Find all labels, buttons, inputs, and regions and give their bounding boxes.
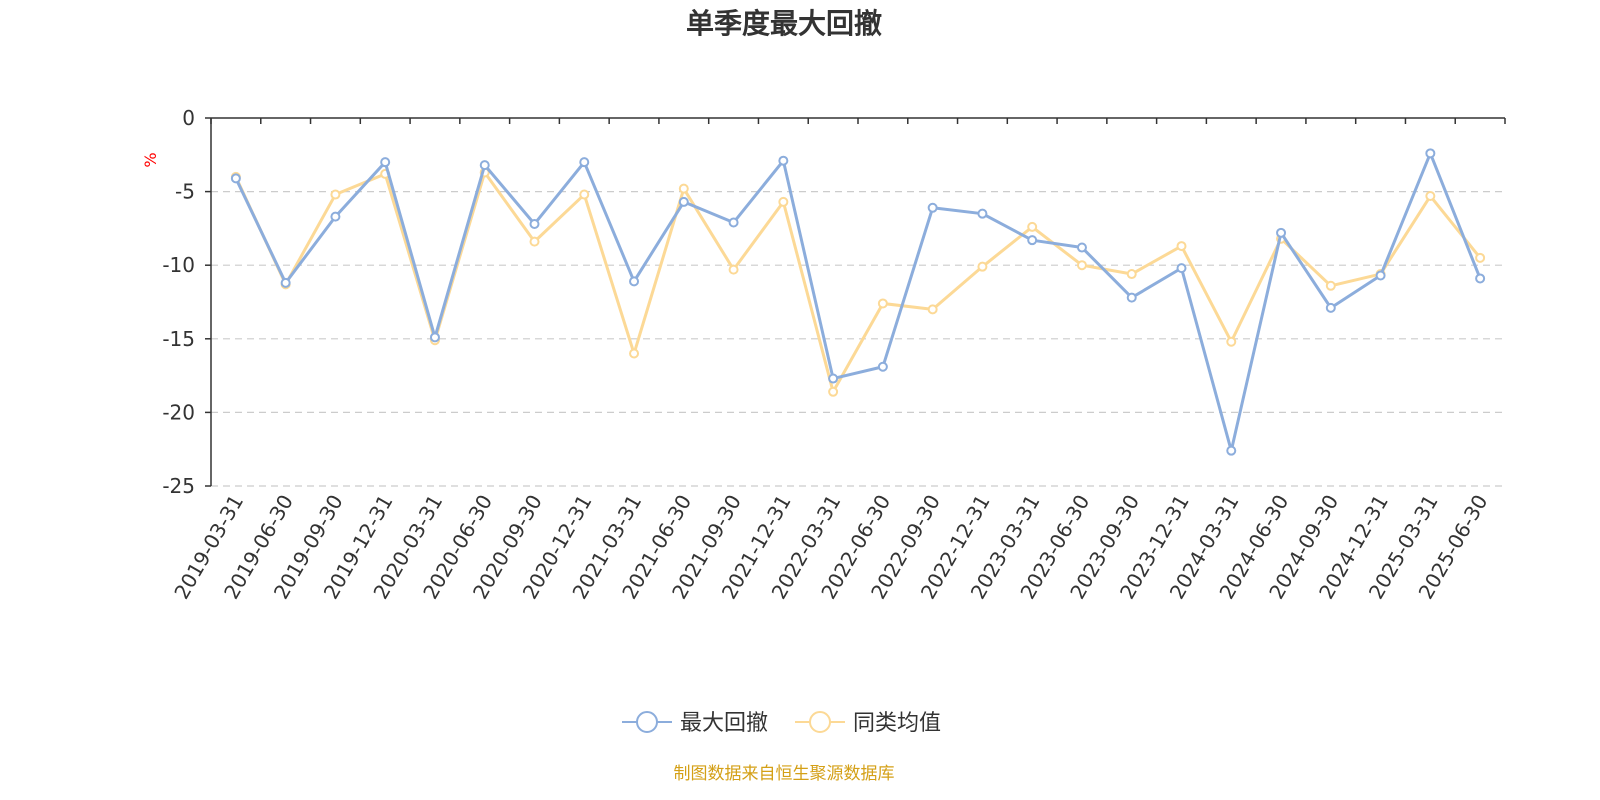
- series-line: [234, 170, 1482, 394]
- data-point[interactable]: [529, 218, 540, 229]
- data-point[interactable]: [678, 196, 689, 207]
- data-point[interactable]: [330, 189, 341, 200]
- data-point[interactable]: [330, 211, 341, 222]
- y-tick-label: -25: [162, 474, 195, 498]
- data-point[interactable]: [927, 304, 938, 315]
- data-point[interactable]: [877, 298, 888, 309]
- data-point[interactable]: [1375, 270, 1386, 281]
- data-point[interactable]: [1176, 241, 1187, 252]
- data-point[interactable]: [429, 332, 440, 343]
- y-tick-label: 0: [182, 106, 195, 130]
- data-point[interactable]: [927, 202, 938, 213]
- legend-label: 同类均值: [853, 711, 941, 736]
- y-tick-label: -10: [162, 253, 195, 277]
- legend-item-0[interactable]: 最大回撤: [622, 711, 768, 736]
- y-tick-label: -20: [162, 400, 195, 424]
- data-point[interactable]: [1176, 263, 1187, 274]
- data-point[interactable]: [1276, 227, 1287, 238]
- data-point[interactable]: [1226, 336, 1237, 347]
- data-point[interactable]: [778, 155, 789, 166]
- data-point[interactable]: [579, 157, 590, 168]
- data-point[interactable]: [1076, 260, 1087, 271]
- data-point[interactable]: [977, 261, 988, 272]
- legend-marker: [636, 711, 658, 733]
- data-point[interactable]: [678, 183, 689, 194]
- data-point[interactable]: [629, 348, 640, 359]
- chart-title: 单季度最大回撤: [686, 7, 882, 40]
- data-point[interactable]: [230, 173, 241, 184]
- data-point[interactable]: [877, 361, 888, 372]
- data-point[interactable]: [828, 373, 839, 384]
- data-point[interactable]: [529, 236, 540, 247]
- data-point[interactable]: [977, 208, 988, 219]
- series-0: [230, 148, 1486, 456]
- source-note: 制图数据来自恒生聚源数据库: [674, 764, 895, 784]
- series-lines: [230, 148, 1486, 456]
- y-tick-label: -5: [175, 180, 195, 204]
- y-tick-label: -15: [162, 327, 195, 351]
- data-point[interactable]: [380, 157, 391, 168]
- data-point[interactable]: [280, 277, 291, 288]
- data-point[interactable]: [1425, 191, 1436, 202]
- series-line: [234, 151, 1482, 453]
- data-point[interactable]: [1226, 445, 1237, 456]
- data-point[interactable]: [728, 264, 739, 275]
- legend-label: 最大回撤: [680, 711, 768, 736]
- data-point[interactable]: [1126, 292, 1137, 303]
- legend[interactable]: 最大回撤 同类均值: [622, 711, 941, 736]
- legend-marker: [809, 711, 831, 733]
- y-axis-unit-label: %: [141, 152, 160, 167]
- data-point[interactable]: [1325, 280, 1336, 291]
- data-point[interactable]: [1027, 235, 1038, 246]
- data-point[interactable]: [1475, 273, 1486, 284]
- data-point[interactable]: [728, 217, 739, 228]
- data-point[interactable]: [778, 196, 789, 207]
- data-point[interactable]: [1126, 269, 1137, 280]
- legend-item-1[interactable]: 同类均值: [795, 711, 941, 736]
- data-point[interactable]: [1425, 148, 1436, 159]
- data-point[interactable]: [1027, 221, 1038, 232]
- axes: 0-5-10-15-20-252019-03-312019-06-302019-…: [162, 106, 1506, 603]
- data-point[interactable]: [1475, 252, 1486, 263]
- data-point[interactable]: [1325, 302, 1336, 313]
- data-point[interactable]: [579, 189, 590, 200]
- data-point[interactable]: [1076, 242, 1087, 253]
- data-point[interactable]: [828, 386, 839, 397]
- data-point[interactable]: [479, 160, 490, 171]
- data-point[interactable]: [629, 276, 640, 287]
